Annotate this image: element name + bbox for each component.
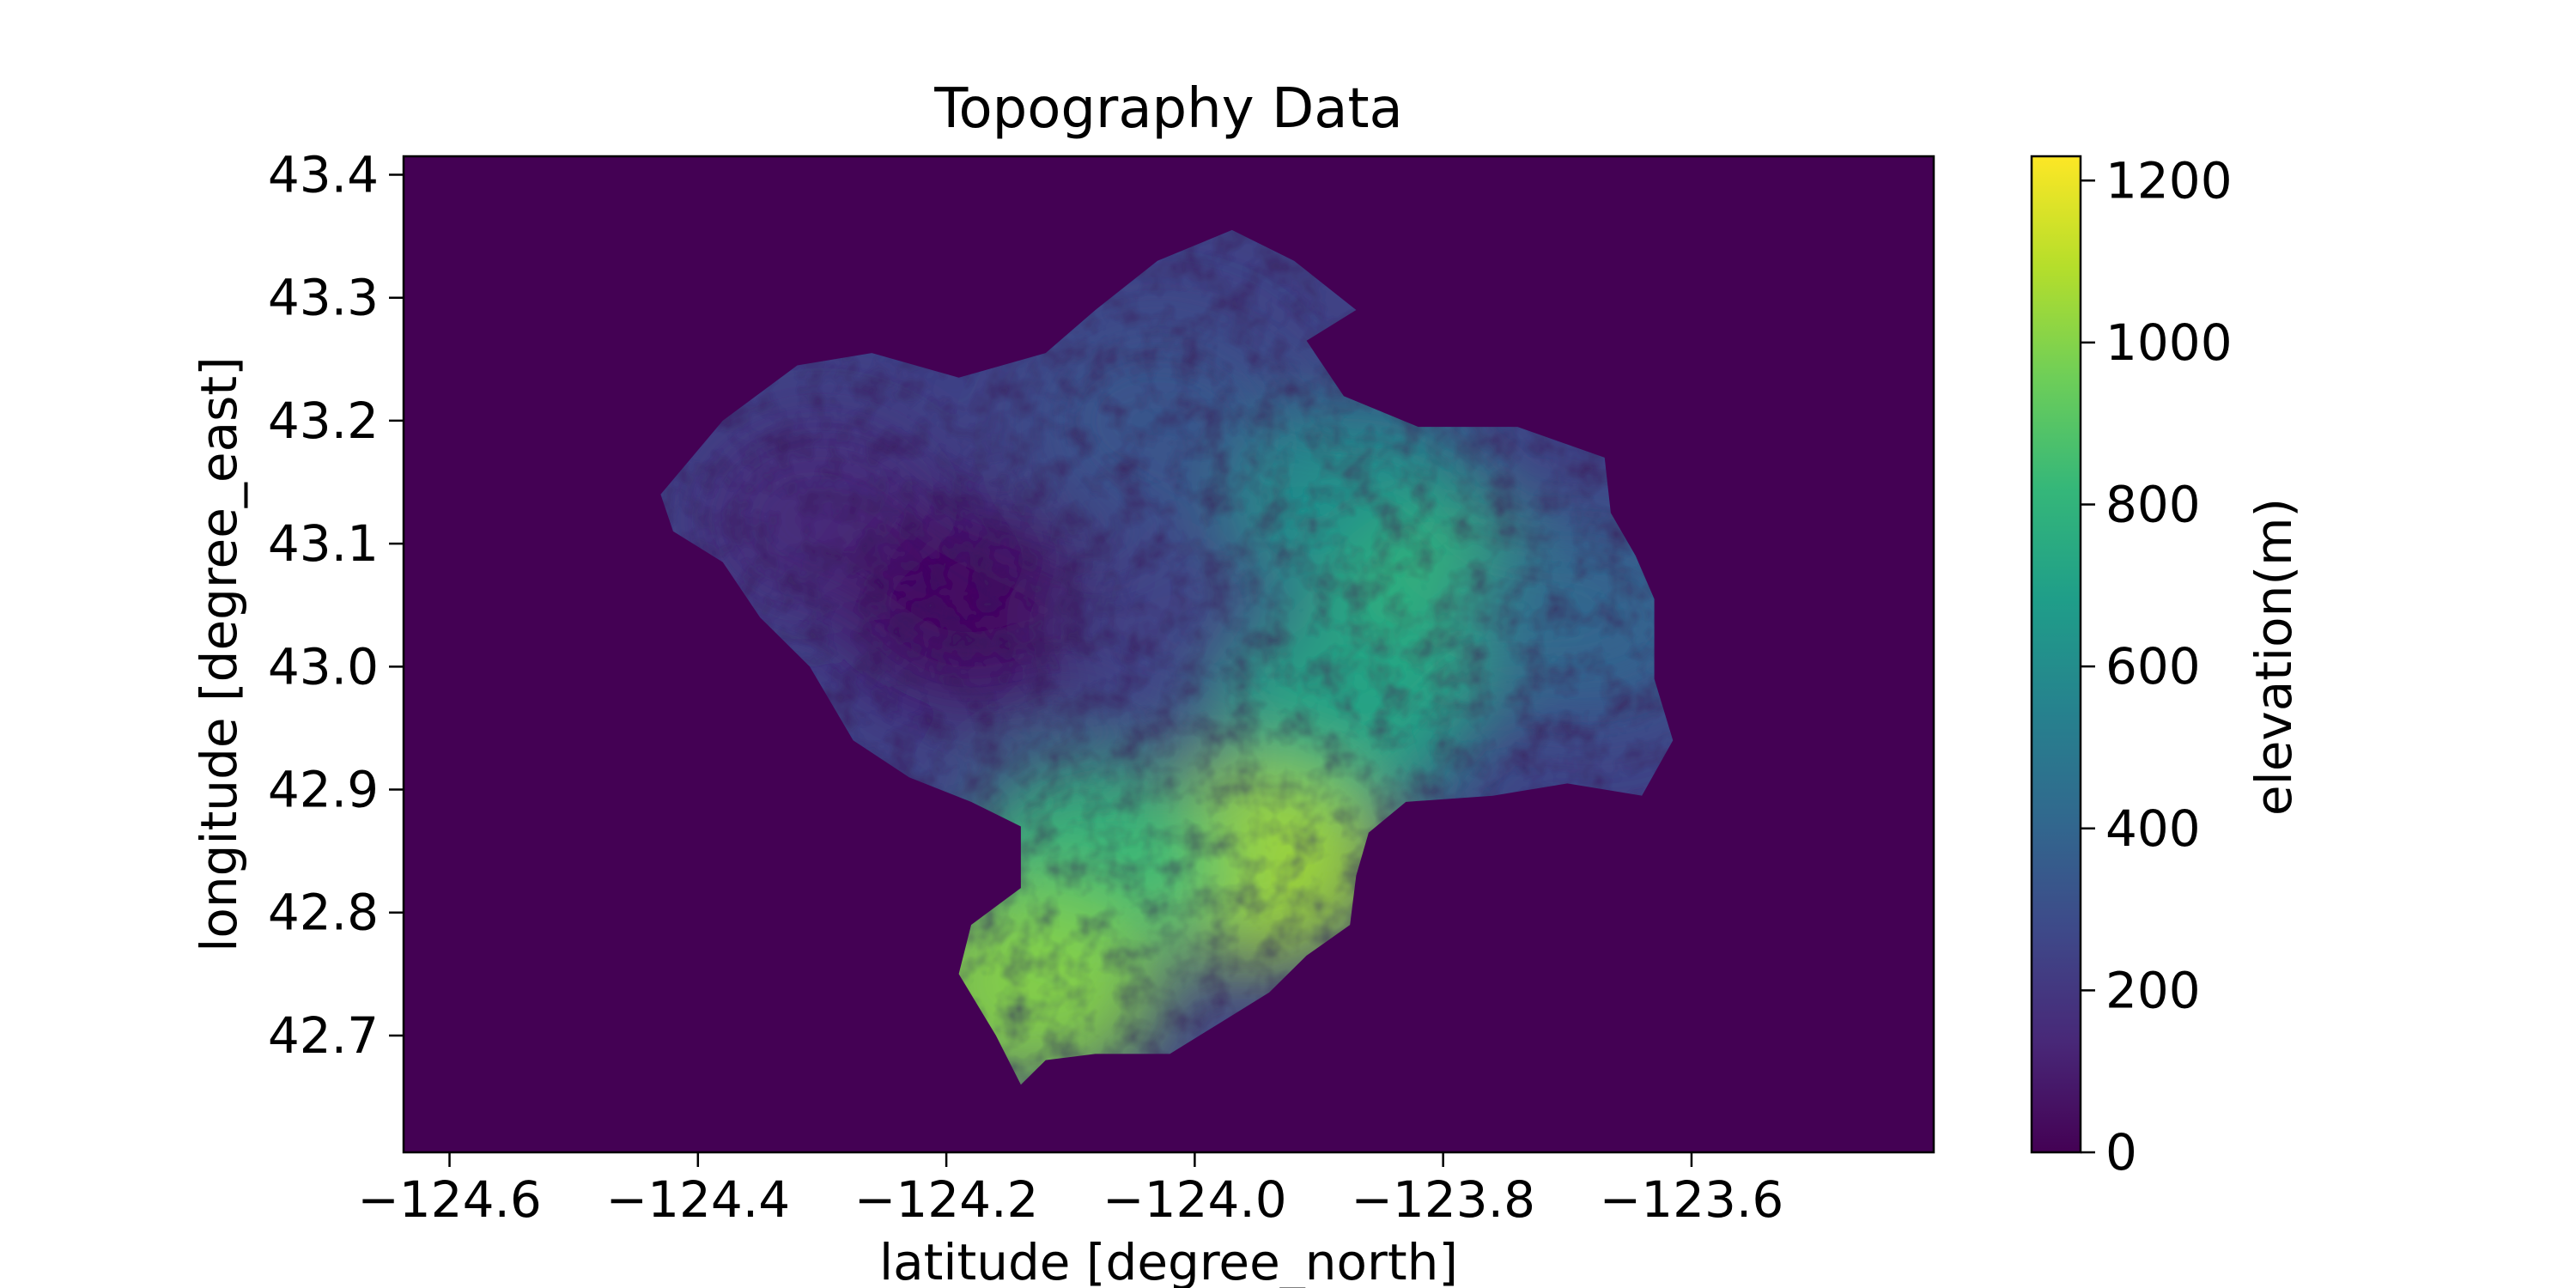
colorbar-tick-label: 1000 (2105, 313, 2233, 372)
x-tick-label: −124.0 (1103, 1170, 1287, 1229)
colorbar-tick-label: 1200 (2105, 151, 2233, 210)
y-tick-label: 43.0 (268, 637, 379, 696)
elevation-feature (1028, 317, 1286, 524)
y-tick-label: 42.8 (268, 884, 379, 942)
x-tick-label: −124.2 (854, 1170, 1039, 1229)
x-tick-label: −124.6 (357, 1170, 542, 1229)
x-tick-label: −123.8 (1351, 1170, 1535, 1229)
y-tick-label: 42.7 (268, 1006, 379, 1065)
plot-frame (402, 155, 1935, 1154)
colorbar-gradient (2030, 155, 2082, 1154)
colorbar-tick-label: 600 (2105, 637, 2201, 696)
x-axis: −124.6 −124.4 −124.2 −124.0 −123.8 −123.6 (357, 1152, 1783, 1229)
y-tick-label: 43.1 (268, 514, 379, 573)
x-tick-label: −123.6 (1600, 1170, 1784, 1229)
colorbar-ticks: 0 200 400 600 800 1000 1200 (2081, 151, 2233, 1182)
y-tick-label: 42.9 (268, 761, 379, 819)
y-tick-label: 43.3 (268, 269, 379, 327)
colorbar-tick-label: 800 (2105, 476, 2201, 534)
y-axis-label: longitude [degree_east] (190, 356, 248, 951)
chart-title: Topography Data (933, 77, 1403, 141)
colorbar-tick-label: 400 (2105, 799, 2201, 858)
y-axis: 42.7 42.8 42.9 43.0 43.1 43.2 43.3 43.4 (268, 145, 404, 1065)
x-tick-label: −124.4 (605, 1170, 790, 1229)
colorbar-tick-label: 200 (2105, 961, 2201, 1019)
elevation-feature (842, 501, 1101, 708)
colorbar-label: elevation(m) (2245, 498, 2303, 816)
colorbar-tick-label: 0 (2105, 1123, 2137, 1182)
y-tick-label: 43.4 (268, 145, 379, 204)
colorbar: 0 200 400 600 800 1000 1200 elevation(m) (2030, 151, 2303, 1182)
y-tick-label: 43.2 (268, 392, 379, 450)
x-axis-label: latitude [degree_north] (879, 1233, 1458, 1288)
plot-area (402, 155, 1935, 1154)
